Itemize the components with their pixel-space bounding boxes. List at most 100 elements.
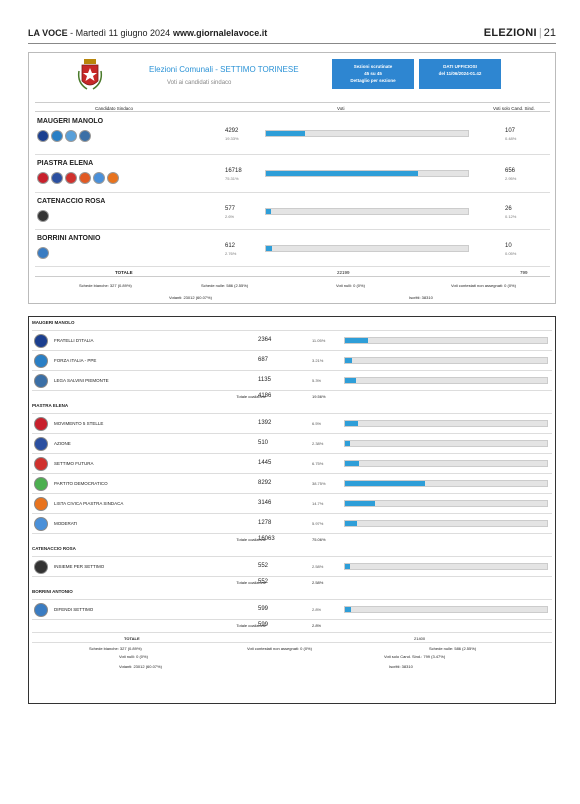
party-name: AZIONE [54, 441, 71, 446]
lists-footer-stat: Schede bianche: 327 (0.89%) [89, 646, 142, 651]
candidate-row[interactable]: PIASTRA ELENA 16718 75.31% 656 2.95% [35, 155, 550, 193]
party-logo-icon [37, 210, 49, 222]
party-row[interactable]: FRATELLI D'ITALIA 2364 11.05% [32, 330, 552, 350]
party-vote-bar-fill [345, 338, 368, 343]
party-percent: 38.75% [312, 481, 326, 486]
party-logo-icon [34, 374, 48, 388]
coalition-total-votes: 599 [258, 622, 269, 628]
party-row[interactable]: LISTA CIVICA PIASTRA SINDACA 3146 14.7% [32, 493, 552, 513]
candidate-percent: 19.33% [225, 136, 239, 141]
total-label: TOTALE [115, 270, 133, 275]
party-logo-icon [51, 130, 63, 142]
candidate-name: PIASTRA ELENA [37, 160, 94, 167]
party-vote-bar-fill [345, 521, 358, 526]
party-row[interactable]: DIFENDI SETTIMO 599 2.8% [32, 599, 552, 619]
candidate-vote-bar-fill [266, 131, 306, 136]
coalition-total-votes: 552 [258, 579, 269, 585]
section-detail-link[interactable]: Dettaglio per sezione [350, 78, 396, 83]
candidate-row[interactable]: BORRINI ANTONIO 612 2.76% 10 0.05% [35, 230, 550, 267]
coalition-header: MAUGERI MANOLO [32, 320, 75, 325]
coalition-total-row: Totale coalizione 552 2.58% [32, 576, 552, 587]
party-row[interactable]: MOVIMENTO 5 STELLE 1392 6.5% [32, 413, 552, 433]
party-vote-bar [344, 460, 548, 467]
coalition-total-percent: 75.06% [312, 537, 326, 542]
candidate-name: BORRINI ANTONIO [37, 235, 101, 242]
party-percent: 14.7% [312, 501, 324, 506]
null-ballots: Schede nulle: 586 (2.55%) [201, 283, 249, 288]
party-percent: 5.97% [312, 521, 324, 526]
site-url[interactable]: www.giornalelavoce.it [173, 28, 268, 38]
candidate-only-votes: 656 [505, 168, 516, 174]
party-logo-icon [37, 130, 49, 142]
candidate-vote-bar-fill [266, 171, 419, 176]
coalition-total-percent: 2.8% [312, 623, 322, 628]
party-logo-icon [93, 172, 105, 184]
coalition-header: PIASTRA ELENA [32, 403, 69, 408]
candidate-percent: 2.76% [225, 250, 237, 256]
lists-footer-stat: Voti nulli: 0 (0%) [119, 654, 148, 659]
coalition-total-label: Totale coalizione [236, 623, 266, 628]
paper-name: LA VOCE [28, 28, 68, 38]
city-emblem-icon [77, 59, 103, 90]
party-votes: 599 [258, 606, 269, 612]
lists-footer-stat: Voti solo Cand. Sind.: 799 (3.47%) [384, 654, 446, 659]
page-header: LA VOCE - Martedì 11 giugno 2024 www.gio… [28, 27, 556, 44]
candidate-row[interactable]: MAUGERI MANOLO 4292 19.33% 107 0.48% [35, 113, 550, 155]
party-percent: 2.58% [312, 564, 324, 569]
party-name: MOVIMENTO 5 STELLE [54, 421, 104, 426]
blank-ballots: Schede bianche: 327 (0.89%) [79, 283, 132, 288]
candidate-votes: 16718 [225, 168, 242, 174]
candidates-total-row: TOTALE 22199 799 [35, 267, 550, 277]
party-logo-icon [107, 172, 119, 184]
party-row[interactable]: INSIEME PER SETTIMO 552 2.58% [32, 556, 552, 576]
party-votes: 3146 [258, 500, 272, 506]
coalition-total-percent: 2.58% [312, 580, 324, 585]
party-logo-icon [51, 172, 63, 184]
party-percent: 6.5% [312, 421, 322, 426]
candidate-percent: 2.6% [225, 213, 235, 219]
coalition-total-votes: 4186 [258, 393, 272, 399]
candidate-vote-bar [265, 130, 469, 137]
party-name: SETTIMO FUTURA [54, 461, 94, 466]
candidate-only-percent: 0.05% [505, 250, 517, 256]
party-vote-bar-fill [345, 461, 359, 466]
registered: Iscritti: 38310 [409, 295, 433, 300]
party-row[interactable]: FORZA ITALIA - PPE 687 3.21% [32, 350, 552, 370]
party-logo-icon [79, 172, 91, 184]
party-vote-bar-fill [345, 378, 356, 383]
coalition-total-label: Totale coalizione [236, 580, 266, 585]
party-votes: 1392 [258, 420, 272, 426]
candidate-row[interactable]: CATENACCIO ROSA 577 2.6% 26 0.12% [35, 193, 550, 230]
party-votes: 8292 [258, 480, 272, 486]
party-row[interactable]: AZIONE 510 2.38% [32, 433, 552, 453]
party-logo-icon [34, 334, 48, 348]
candidate-only-votes: 10 [505, 242, 512, 249]
election-subtitle: Voti ai candidati sindaco [167, 80, 232, 86]
party-percent: 2.8% [312, 607, 322, 612]
col-only-votes: Voti solo Cand. Sind. [493, 106, 535, 111]
candidate-vote-bar [265, 244, 469, 252]
section-name: ELEZIONI [483, 27, 537, 39]
party-vote-bar [344, 357, 548, 364]
party-percent: 5.3% [312, 378, 322, 383]
candidate-only-votes: 26 [505, 205, 512, 212]
party-row[interactable]: SETTIMO FUTURA 1445 6.75% [32, 453, 552, 473]
party-logo-icon [65, 130, 77, 142]
party-vote-bar [344, 500, 548, 507]
party-row[interactable]: MODERATI 1278 5.97% [32, 513, 552, 533]
party-name: MODERATI [54, 521, 78, 526]
lists-total-votes: 21400 [414, 636, 426, 641]
candidate-percent: 75.31% [225, 176, 239, 181]
party-row[interactable]: PARTITO DEMOCRATICO 8292 38.75% [32, 473, 552, 493]
party-vote-bar-fill [345, 607, 351, 612]
coalition-total-row: Totale coalizione 16063 75.06% [32, 533, 552, 544]
candidate-votes: 577 [225, 205, 236, 212]
coalition-total-label: Totale coalizione [236, 394, 266, 399]
party-row[interactable]: LEGA SALVINI PIEMONTE 1135 5.3% [32, 370, 552, 390]
coalition-header: CATENACCIO ROSA [32, 546, 76, 551]
sections-box[interactable]: Sezioni scrutinate 45 su 45 Dettaglio pe… [332, 59, 414, 89]
party-votes: 552 [258, 563, 269, 569]
election-title: Elezioni Comunali - SETTIMO TORINESE [149, 65, 299, 74]
total-votes: 22199 [337, 270, 350, 275]
party-vote-bar-fill [345, 358, 352, 363]
